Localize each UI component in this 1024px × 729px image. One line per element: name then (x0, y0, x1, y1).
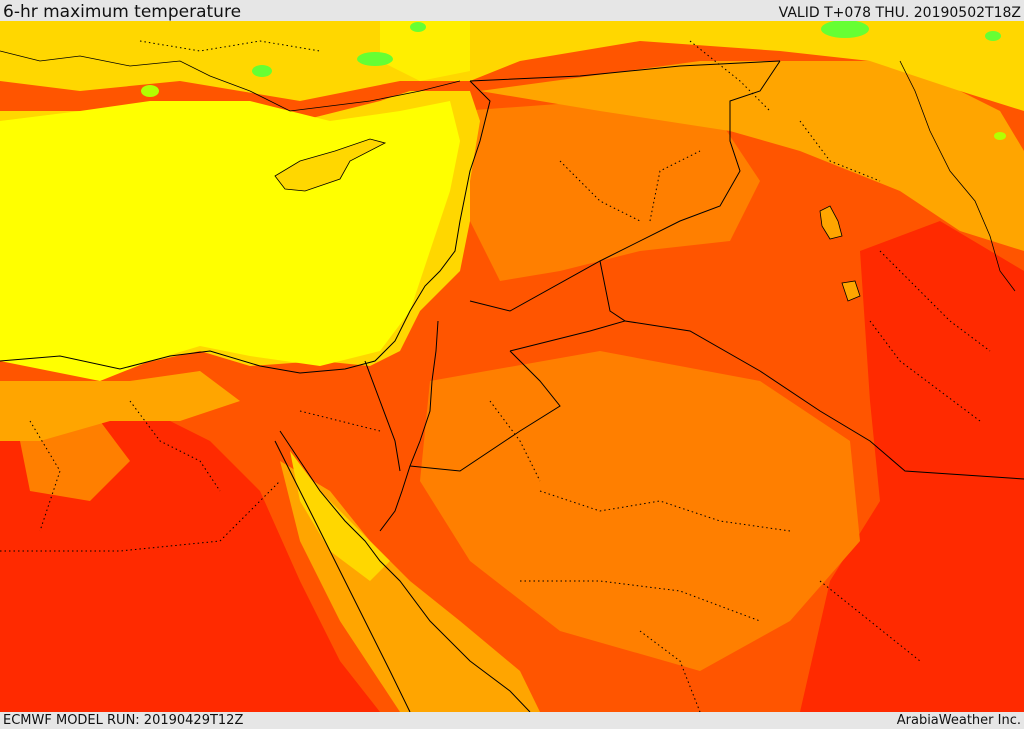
zone-west-orange (20, 421, 130, 501)
coastline-turkey (0, 50, 461, 112)
cool-patch-3 (410, 22, 426, 32)
zone-syria-orange (460, 101, 760, 281)
zone-gulf-gold (290, 451, 390, 581)
coastline-red-sea-east (279, 430, 531, 712)
sea-mediterranean (0, 101, 460, 381)
cool-patch-5 (141, 85, 159, 97)
zone-turkey-gold (0, 21, 1024, 111)
cool-patch-6 (985, 31, 1001, 41)
footer-bar: ECMWF MODEL RUN: 20190429T12Z ArabiaWeat… (0, 712, 1024, 729)
cool-patch-1 (252, 65, 272, 77)
border-turkey-syria (469, 60, 781, 82)
coastline-aqaba (379, 320, 439, 532)
border-egypt-israel (364, 360, 401, 472)
lake-razazza (841, 280, 861, 302)
credit-label: ArabiaWeather Inc. (896, 713, 1021, 728)
zone-coast-amber (0, 371, 240, 441)
coastline-east-med (0, 80, 491, 374)
temperature-map (0, 21, 1024, 712)
map-canvas (0, 21, 1024, 712)
border-iraq-saudi (624, 320, 1024, 480)
zone-north-amber (480, 61, 1024, 251)
cool-patch-7 (994, 132, 1006, 140)
valid-time: VALID T+078 THU. 20190502T18Z (778, 5, 1021, 21)
model-run-label: ECMWF MODEL RUN: 20190429T12Z (3, 713, 244, 728)
cool-patch-2 (357, 52, 393, 66)
admin-boundaries (0, 40, 991, 712)
header-bar: 6-hr maximum temperature VALID T+078 THU… (0, 0, 1024, 21)
lake-tharthar (819, 205, 843, 240)
border-iran (899, 60, 1016, 292)
cool-patch-4 (821, 21, 869, 38)
border-syria-iraq (469, 60, 781, 312)
cyprus-island (274, 138, 387, 192)
zone-yellow-north (380, 21, 470, 81)
zone-arabia-orange (420, 351, 860, 671)
map-title: 6-hr maximum temperature (3, 2, 242, 22)
border-jordan-saudi (409, 350, 561, 472)
zone-iraq-red (800, 221, 1024, 712)
coastline-red-sea-west (274, 440, 411, 712)
